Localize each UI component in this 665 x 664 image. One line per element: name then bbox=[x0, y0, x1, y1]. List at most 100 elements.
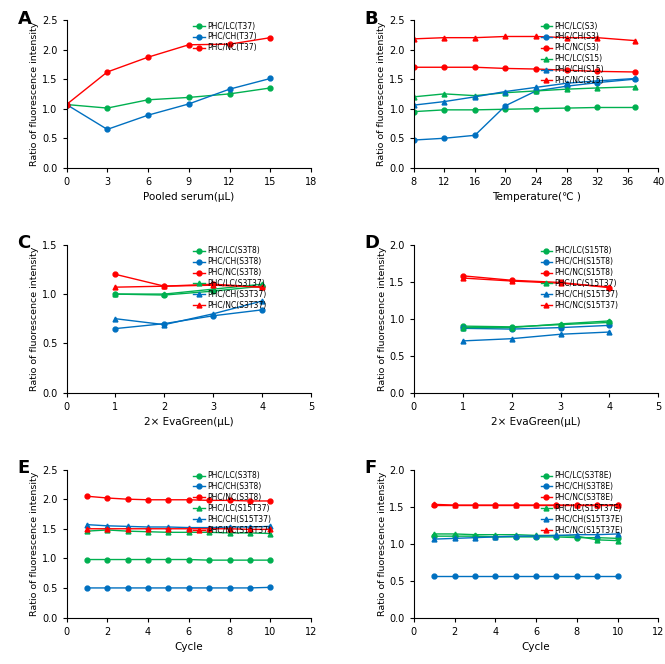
PHC/NC(S15T37) bbox=[605, 283, 613, 291]
PHC/CH(S3T8) bbox=[112, 325, 120, 333]
Line: PHC/LC(T37): PHC/LC(T37) bbox=[64, 86, 273, 110]
PHC/NC(T37) bbox=[225, 41, 233, 48]
PHC/CH(S3T8E) bbox=[553, 572, 561, 580]
PHC/CH(S3T37) bbox=[258, 297, 266, 305]
PHC/NC(S15T37E) bbox=[491, 501, 499, 509]
PHC/NC(S15T37E) bbox=[532, 501, 540, 509]
PHC/NC(S15) bbox=[563, 34, 571, 42]
PHC/LC(S3T8) bbox=[112, 290, 120, 298]
PHC/NC(S3T8E) bbox=[573, 501, 581, 509]
Line: PHC/LC(S3T8E): PHC/LC(S3T8E) bbox=[432, 534, 620, 540]
PHC/CH(S15T37) bbox=[124, 523, 132, 531]
PHC/NC(S3T8) bbox=[266, 497, 274, 505]
Line: PHC/LC(S3T37): PHC/LC(S3T37) bbox=[113, 282, 265, 297]
Line: PHC/NC(S15T37E): PHC/NC(S15T37E) bbox=[432, 502, 620, 507]
PHC/NC(S15T8) bbox=[459, 272, 467, 280]
Line: PHC/LC(S3T8): PHC/LC(S3T8) bbox=[84, 557, 273, 562]
Line: PHC/NC(S15T37): PHC/NC(S15T37) bbox=[460, 276, 612, 290]
PHC/CH(S15T37) bbox=[246, 523, 254, 531]
PHC/NC(S3T8) bbox=[246, 497, 254, 505]
PHC/LC(S3) bbox=[532, 105, 540, 113]
PHC/CH(S15) bbox=[532, 84, 540, 92]
PHC/LC(S3) bbox=[440, 106, 448, 114]
PHC/LC(S3T8E) bbox=[553, 533, 561, 541]
PHC/LC(S15T8) bbox=[605, 319, 613, 327]
Line: PHC/NC(S3): PHC/NC(S3) bbox=[412, 65, 638, 74]
PHC/LC(T37) bbox=[185, 94, 193, 102]
PHC/LC(S3T8) bbox=[124, 556, 132, 564]
PHC/CH(S3) bbox=[410, 136, 418, 144]
PHC/CH(S3) bbox=[632, 75, 640, 83]
PHC/NC(S15) bbox=[632, 37, 640, 44]
PHC/CH(T37) bbox=[266, 74, 274, 82]
PHC/CH(S15T37E) bbox=[614, 530, 622, 538]
PHC/LC(S3T8) bbox=[266, 556, 274, 564]
PHC/CH(S3T8) bbox=[185, 584, 193, 592]
PHC/LC(S15T37) bbox=[605, 317, 613, 325]
PHC/LC(S15T37) bbox=[124, 527, 132, 535]
PHC/CH(S3) bbox=[563, 82, 571, 90]
PHC/CH(S3) bbox=[532, 87, 540, 95]
PHC/NC(S3T8) bbox=[205, 497, 213, 505]
PHC/NC(S3T8) bbox=[164, 496, 172, 504]
PHC/NC(S3T37) bbox=[258, 283, 266, 291]
PHC/CH(S3T8) bbox=[258, 306, 266, 314]
PHC/CH(T37) bbox=[225, 85, 233, 93]
Y-axis label: Ratio of fluorescence intensity: Ratio of fluorescence intensity bbox=[31, 246, 39, 391]
PHC/CH(S15T8) bbox=[557, 323, 565, 331]
PHC/LC(S3T8E) bbox=[511, 533, 519, 541]
PHC/LC(S15T37E) bbox=[532, 531, 540, 539]
Legend: PHC/LC(S3), PHC/CH(S3), PHC/NC(S3), PHC/LC(S15), PHC/CH(S15), PHC/NC(S15): PHC/LC(S3), PHC/CH(S3), PHC/NC(S3), PHC/… bbox=[540, 21, 604, 86]
PHC/NC(S3T8) bbox=[225, 497, 233, 505]
PHC/NC(S3T8) bbox=[258, 283, 266, 291]
Line: PHC/NC(S3T8E): PHC/NC(S3T8E) bbox=[432, 503, 620, 507]
Line: PHC/NC(S15T37): PHC/NC(S15T37) bbox=[84, 527, 273, 532]
PHC/LC(T37) bbox=[225, 90, 233, 98]
PHC/NC(S15T37) bbox=[164, 525, 172, 533]
Y-axis label: Ratio of fluorescence intensity: Ratio of fluorescence intensity bbox=[378, 22, 386, 166]
PHC/LC(S15) bbox=[593, 84, 601, 92]
PHC/NC(S15T37) bbox=[103, 525, 111, 533]
PHC/LC(T37) bbox=[63, 100, 70, 108]
PHC/LC(S3) bbox=[563, 104, 571, 112]
PHC/LC(S15) bbox=[532, 87, 540, 95]
PHC/NC(S3) bbox=[593, 68, 601, 76]
PHC/LC(S3T8) bbox=[205, 556, 213, 564]
PHC/NC(S3T8) bbox=[160, 282, 168, 290]
PHC/NC(S3T8E) bbox=[593, 501, 601, 509]
PHC/LC(S3T8E) bbox=[614, 535, 622, 542]
PHC/LC(S3T8E) bbox=[491, 533, 499, 541]
PHC/LC(S3T8) bbox=[185, 556, 193, 564]
Text: B: B bbox=[365, 9, 378, 28]
PHC/LC(S15T37) bbox=[83, 527, 91, 535]
PHC/LC(S3T37) bbox=[209, 285, 217, 293]
PHC/CH(S3T8E) bbox=[430, 572, 438, 580]
PHC/LC(S15) bbox=[632, 83, 640, 91]
PHC/CH(S15T37E) bbox=[491, 533, 499, 541]
PHC/CH(S3T8E) bbox=[532, 572, 540, 580]
PHC/CH(S15) bbox=[501, 88, 509, 96]
PHC/CH(S3T8) bbox=[164, 584, 172, 592]
PHC/CH(T37) bbox=[185, 100, 193, 108]
PHC/NC(S15T37) bbox=[459, 274, 467, 282]
PHC/NC(S15T37E) bbox=[614, 501, 622, 509]
PHC/NC(S15) bbox=[532, 33, 540, 41]
PHC/LC(S15) bbox=[501, 89, 509, 97]
PHC/LC(S3T37) bbox=[258, 280, 266, 288]
PHC/LC(S3T37) bbox=[160, 290, 168, 298]
PHC/CH(S3T8) bbox=[160, 319, 168, 327]
PHC/NC(S15) bbox=[471, 34, 479, 42]
Line: PHC/CH(S3T37): PHC/CH(S3T37) bbox=[113, 299, 265, 327]
Legend: PHC/LC(S15T8), PHC/CH(S15T8), PHC/NC(S15T8), PHC/LC(S15T37), PHC/CH(S15T37), PHC: PHC/LC(S15T8), PHC/CH(S15T8), PHC/NC(S15… bbox=[540, 246, 619, 311]
Line: PHC/CH(S3T8E): PHC/CH(S3T8E) bbox=[432, 574, 620, 578]
Line: PHC/CH(S15T37E): PHC/CH(S15T37E) bbox=[432, 531, 620, 542]
PHC/LC(S15T37E) bbox=[471, 531, 479, 539]
PHC/LC(S15) bbox=[563, 85, 571, 93]
PHC/NC(T37) bbox=[63, 100, 70, 108]
PHC/LC(S15T8) bbox=[557, 321, 565, 329]
PHC/NC(S15) bbox=[440, 34, 448, 42]
Y-axis label: Ratio of fluorescence intensity: Ratio of fluorescence intensity bbox=[30, 22, 39, 166]
Line: PHC/LC(S3T8): PHC/LC(S3T8) bbox=[113, 284, 265, 297]
PHC/LC(S15T37) bbox=[164, 529, 172, 537]
Text: A: A bbox=[17, 9, 31, 28]
